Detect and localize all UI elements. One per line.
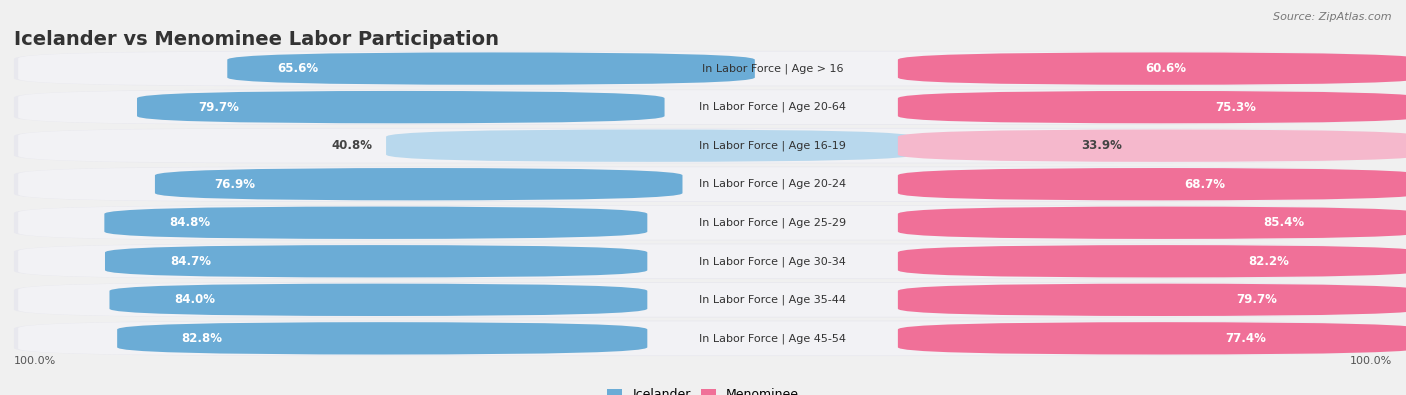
Text: In Labor Force | Age 25-29: In Labor Force | Age 25-29 — [699, 218, 846, 228]
FancyBboxPatch shape — [14, 282, 1392, 318]
FancyBboxPatch shape — [105, 245, 647, 277]
FancyBboxPatch shape — [898, 207, 1406, 239]
Text: 100.0%: 100.0% — [1350, 356, 1392, 367]
Text: In Labor Force | Age 35-44: In Labor Force | Age 35-44 — [699, 295, 846, 305]
Text: 84.8%: 84.8% — [170, 216, 211, 229]
FancyBboxPatch shape — [14, 321, 1392, 356]
Text: 40.8%: 40.8% — [332, 139, 373, 152]
Text: 79.7%: 79.7% — [1236, 293, 1277, 306]
Text: 60.6%: 60.6% — [1146, 62, 1187, 75]
Text: 82.8%: 82.8% — [181, 332, 222, 345]
Text: In Labor Force | Age 20-24: In Labor Force | Age 20-24 — [699, 179, 846, 190]
Text: 82.2%: 82.2% — [1249, 255, 1289, 268]
Text: In Labor Force | Age > 16: In Labor Force | Age > 16 — [702, 63, 844, 74]
FancyBboxPatch shape — [14, 205, 1392, 241]
FancyBboxPatch shape — [14, 128, 1392, 164]
Text: Source: ZipAtlas.com: Source: ZipAtlas.com — [1274, 12, 1392, 22]
Text: In Labor Force | Age 16-19: In Labor Force | Age 16-19 — [699, 140, 846, 151]
FancyBboxPatch shape — [898, 91, 1406, 123]
FancyBboxPatch shape — [117, 322, 647, 355]
Text: 65.6%: 65.6% — [278, 62, 319, 75]
Text: In Labor Force | Age 45-54: In Labor Force | Age 45-54 — [699, 333, 846, 344]
FancyBboxPatch shape — [14, 51, 1392, 87]
FancyBboxPatch shape — [14, 166, 1392, 202]
FancyBboxPatch shape — [18, 206, 1389, 240]
FancyBboxPatch shape — [136, 91, 665, 123]
FancyBboxPatch shape — [18, 90, 1389, 124]
Text: 84.0%: 84.0% — [174, 293, 215, 306]
FancyBboxPatch shape — [18, 322, 1389, 356]
FancyBboxPatch shape — [18, 283, 1389, 317]
FancyBboxPatch shape — [18, 167, 1389, 201]
FancyBboxPatch shape — [14, 89, 1392, 125]
FancyBboxPatch shape — [898, 130, 1406, 162]
Text: Icelander vs Menominee Labor Participation: Icelander vs Menominee Labor Participati… — [14, 30, 499, 49]
FancyBboxPatch shape — [18, 129, 1389, 163]
FancyBboxPatch shape — [110, 284, 647, 316]
Text: 75.3%: 75.3% — [1215, 101, 1257, 114]
Text: In Labor Force | Age 30-34: In Labor Force | Age 30-34 — [699, 256, 846, 267]
FancyBboxPatch shape — [898, 322, 1406, 355]
FancyBboxPatch shape — [898, 245, 1406, 277]
FancyBboxPatch shape — [387, 130, 914, 162]
FancyBboxPatch shape — [104, 207, 647, 239]
Text: 76.9%: 76.9% — [214, 178, 254, 191]
FancyBboxPatch shape — [228, 53, 755, 85]
FancyBboxPatch shape — [14, 244, 1392, 279]
Text: 77.4%: 77.4% — [1226, 332, 1267, 345]
FancyBboxPatch shape — [898, 284, 1406, 316]
FancyBboxPatch shape — [898, 53, 1406, 85]
Text: 33.9%: 33.9% — [1081, 139, 1122, 152]
FancyBboxPatch shape — [18, 245, 1389, 278]
FancyBboxPatch shape — [18, 52, 1389, 86]
Text: 100.0%: 100.0% — [14, 356, 56, 367]
Text: 85.4%: 85.4% — [1263, 216, 1305, 229]
FancyBboxPatch shape — [155, 168, 682, 200]
Text: 68.7%: 68.7% — [1184, 178, 1225, 191]
Text: 79.7%: 79.7% — [198, 101, 239, 114]
FancyBboxPatch shape — [898, 168, 1406, 200]
Legend: Icelander, Menominee: Icelander, Menominee — [607, 388, 799, 395]
Text: 84.7%: 84.7% — [170, 255, 211, 268]
Text: In Labor Force | Age 20-64: In Labor Force | Age 20-64 — [699, 102, 846, 113]
